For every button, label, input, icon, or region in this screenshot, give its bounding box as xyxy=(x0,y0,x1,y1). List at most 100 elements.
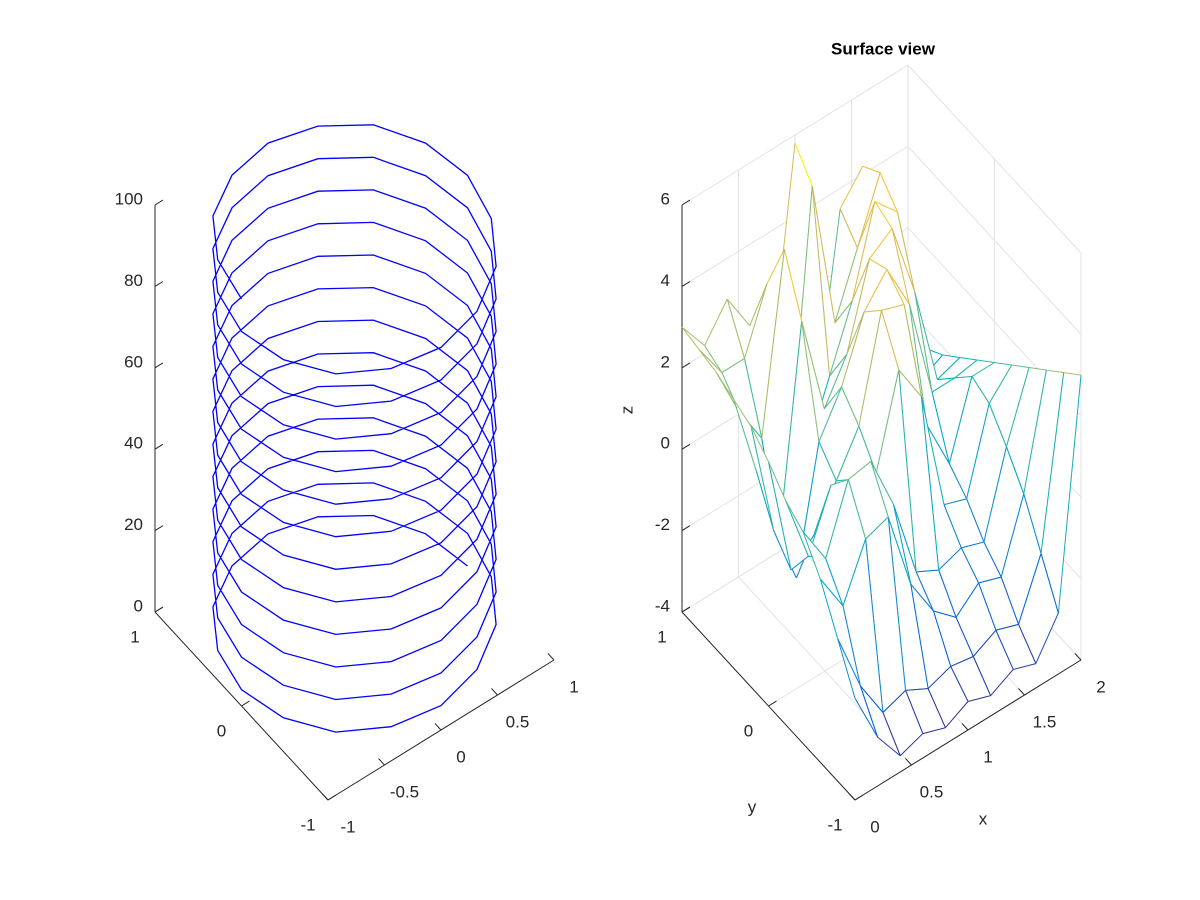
mesh-face xyxy=(864,269,905,312)
x-tick xyxy=(547,653,555,661)
y-tick xyxy=(241,700,250,707)
mesh-edge xyxy=(916,569,939,573)
mesh-edge xyxy=(829,353,848,377)
mesh-face xyxy=(857,172,898,248)
x-axis-label: x xyxy=(979,809,988,828)
mesh-edge xyxy=(988,403,1007,447)
grid-line xyxy=(907,64,1082,254)
mesh-edge xyxy=(825,479,849,559)
mesh-edge xyxy=(1063,372,1082,376)
mesh-face xyxy=(803,532,843,606)
mesh-edge xyxy=(938,569,957,618)
x-tick-label: 0 xyxy=(456,747,465,766)
mesh-edge xyxy=(1023,369,1047,495)
mesh-edge xyxy=(931,377,955,393)
mesh-edge xyxy=(931,391,950,464)
mesh-face xyxy=(829,258,870,377)
x-tick xyxy=(848,793,856,801)
z-tick xyxy=(154,606,164,613)
mesh-face xyxy=(973,630,1014,696)
mesh-edge xyxy=(881,310,900,371)
mesh-edge xyxy=(948,376,973,464)
x-tick-label: 0 xyxy=(870,817,879,836)
mesh-edge xyxy=(857,201,876,249)
mesh-edge xyxy=(851,258,870,302)
mesh-face xyxy=(682,327,722,373)
mesh-face xyxy=(989,365,1030,447)
mesh-edge xyxy=(785,500,804,533)
mesh-edge xyxy=(842,605,861,686)
chart-title: Surface view xyxy=(831,39,936,58)
mesh-edge xyxy=(829,300,853,377)
mesh-edge xyxy=(903,304,922,397)
mesh-edge xyxy=(681,326,705,347)
mesh-edge xyxy=(854,697,879,738)
mesh-face xyxy=(971,362,1012,404)
mesh-edge xyxy=(744,358,763,439)
mesh-edge xyxy=(927,666,952,689)
mesh-edge xyxy=(825,558,844,607)
mesh-edge xyxy=(839,208,858,249)
mesh-edge xyxy=(955,617,974,657)
mesh-edge xyxy=(977,359,995,363)
mesh-edge xyxy=(823,354,848,410)
z-tick xyxy=(154,443,164,450)
mesh-edge xyxy=(882,690,906,713)
mesh-edge xyxy=(846,258,870,355)
mesh-edge xyxy=(704,345,723,373)
mesh-edge xyxy=(1040,553,1059,614)
mesh-edge xyxy=(882,712,901,756)
mesh-edge xyxy=(877,736,901,757)
mesh-edge xyxy=(966,403,990,499)
mesh-face xyxy=(751,426,792,570)
mesh-edge xyxy=(733,399,752,427)
mesh-face xyxy=(808,479,849,559)
y-tick-label: 0 xyxy=(217,721,226,740)
z-tick-label: 40 xyxy=(124,434,143,453)
mesh-edge xyxy=(905,690,924,734)
mesh-edge xyxy=(801,321,820,442)
mesh-face xyxy=(841,310,882,427)
y-tick xyxy=(854,794,864,801)
z-tick xyxy=(681,362,691,369)
mesh-edge xyxy=(811,186,836,324)
mesh-face xyxy=(933,611,974,667)
mesh-face xyxy=(882,690,923,756)
x-tick xyxy=(321,793,329,801)
grid-line xyxy=(907,146,1082,335)
mesh-edge xyxy=(698,349,717,374)
mesh-edge xyxy=(820,578,844,607)
x-tick-label: 0.5 xyxy=(506,712,530,731)
mesh-edge xyxy=(802,531,827,559)
mesh-edge xyxy=(881,304,905,311)
grid-line xyxy=(681,64,909,206)
mesh-edge xyxy=(898,369,917,572)
mesh-edge xyxy=(802,531,821,580)
mesh-edge xyxy=(1029,367,1047,371)
mesh-edge xyxy=(932,610,952,667)
y-tick-label: 1 xyxy=(130,627,139,646)
mesh-edge xyxy=(983,541,1002,578)
mesh-face xyxy=(978,577,1019,631)
mesh-edge xyxy=(865,516,889,540)
mesh-edge xyxy=(954,359,978,379)
mesh-face xyxy=(995,624,1036,670)
x-tick-label: 1 xyxy=(569,677,578,696)
mesh-face xyxy=(914,291,955,393)
mesh-edge xyxy=(859,685,884,713)
mesh-face xyxy=(858,310,899,474)
mesh-edge xyxy=(927,688,946,728)
mesh-edge xyxy=(869,258,888,270)
z-tick-label: -4 xyxy=(655,596,670,615)
mesh-face xyxy=(834,201,875,323)
mesh-face xyxy=(944,498,984,548)
z-tick xyxy=(681,199,691,206)
mesh-edge xyxy=(869,228,893,260)
mesh-edge xyxy=(834,300,853,324)
mesh-edge xyxy=(842,538,867,607)
mesh-edge xyxy=(801,321,825,410)
z-tick xyxy=(154,362,164,369)
mesh-face xyxy=(876,369,917,572)
mesh-face xyxy=(910,584,951,689)
x-tick-label: 1 xyxy=(983,747,992,766)
